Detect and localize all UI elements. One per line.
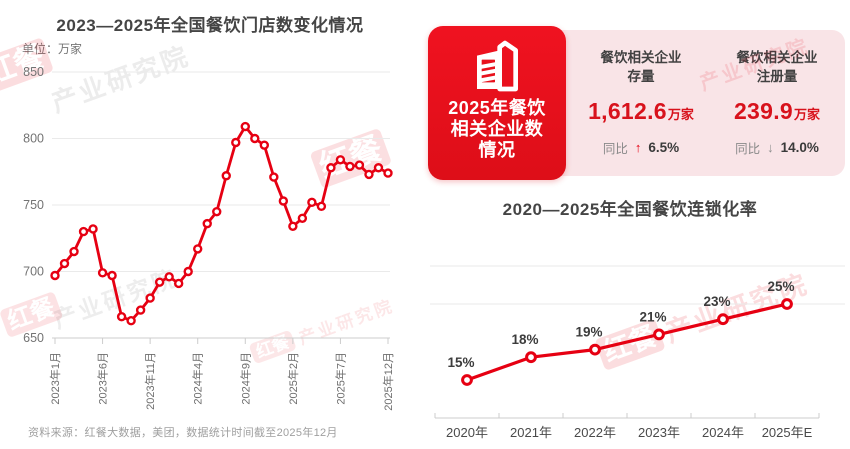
stat-value: 239.9万家 xyxy=(733,97,821,124)
svg-text:2023年6月: 2023年6月 xyxy=(96,352,110,405)
stores-chart-unit-label: 单位：万家 xyxy=(22,42,83,56)
stat-yoy: 同比 ↑ 6.5% xyxy=(602,139,680,156)
svg-text:650: 650 xyxy=(23,331,44,345)
down-arrow-icon: ↓ xyxy=(767,139,774,155)
svg-text:2025年7月: 2025年7月 xyxy=(333,352,347,405)
svg-text:700: 700 xyxy=(23,265,44,279)
svg-text:2024年4月: 2024年4月 xyxy=(191,352,205,405)
svg-text:2024年9月: 2024年9月 xyxy=(238,352,252,405)
card-badge-title: 2025年餐饮 相关企业数 情况 xyxy=(448,98,546,161)
svg-text:23%: 23% xyxy=(703,294,730,309)
building-icon xyxy=(477,40,518,92)
svg-text:2020年: 2020年 xyxy=(446,425,488,440)
stat-column-stock: 餐饮相关企业 存量 1,612.6万家 同比 ↑ 6.5% xyxy=(573,30,709,176)
card-badge: 2025年餐饮 相关企业数 情况 xyxy=(428,26,566,180)
svg-text:2023年11月: 2023年11月 xyxy=(143,352,157,410)
svg-text:25%: 25% xyxy=(767,279,794,294)
stats-columns: 餐饮相关企业 存量 1,612.6万家 同比 ↑ 6.5% 餐饮相关企业 注册量 xyxy=(573,30,845,176)
svg-text:19%: 19% xyxy=(575,325,602,340)
stores-chart-title: 2023—2025年全国餐饮门店数变化情况 xyxy=(56,16,364,35)
chain-rate-line-chart: 15% 2020年 18% 2021年 19% 2022年 21% 2023年 23% 2024年… xyxy=(430,265,845,440)
svg-text:15%: 15% xyxy=(447,355,474,370)
svg-text:2022年: 2022年 xyxy=(574,425,616,440)
chain-rate-chart-title: 2020—2025年全国餐饮连锁化率 xyxy=(502,200,758,219)
stat-column-registrations: 餐饮相关企业 注册量 239.9万家 同比 ↓ 14.0% xyxy=(709,30,845,176)
svg-text:800: 800 xyxy=(23,132,44,146)
svg-text:2023年1月: 2023年1月 xyxy=(48,352,62,405)
up-arrow-icon: ↑ xyxy=(634,139,642,155)
svg-text:2021年: 2021年 xyxy=(510,425,552,440)
svg-text:21%: 21% xyxy=(639,309,666,324)
svg-text:750: 750 xyxy=(23,198,44,212)
svg-text:2025年2月: 2025年2月 xyxy=(286,352,300,405)
svg-text:2025年12月: 2025年12月 xyxy=(381,352,395,411)
stat-label: 餐饮相关企业 注册量 xyxy=(736,50,818,84)
svg-text:18%: 18% xyxy=(511,332,538,347)
stores-line-chart: 850 800 750 700 650 2023年1月 2023年6月 2023年11月 202… xyxy=(23,65,395,411)
svg-text:2023年: 2023年 xyxy=(638,425,680,440)
stat-value: 1,612.6万家 xyxy=(588,97,694,124)
data-source-note: 资料来源：红餐大数据，美团，数据统计时间截至2025年12月 xyxy=(28,427,338,439)
stat-label: 餐饮相关企业 存量 xyxy=(600,50,682,84)
svg-text:850: 850 xyxy=(23,65,44,79)
svg-text:2024年: 2024年 xyxy=(702,425,744,440)
stat-yoy: 同比 ↓ 14.0% xyxy=(735,139,819,156)
svg-text:2025年E: 2025年E xyxy=(762,425,813,440)
